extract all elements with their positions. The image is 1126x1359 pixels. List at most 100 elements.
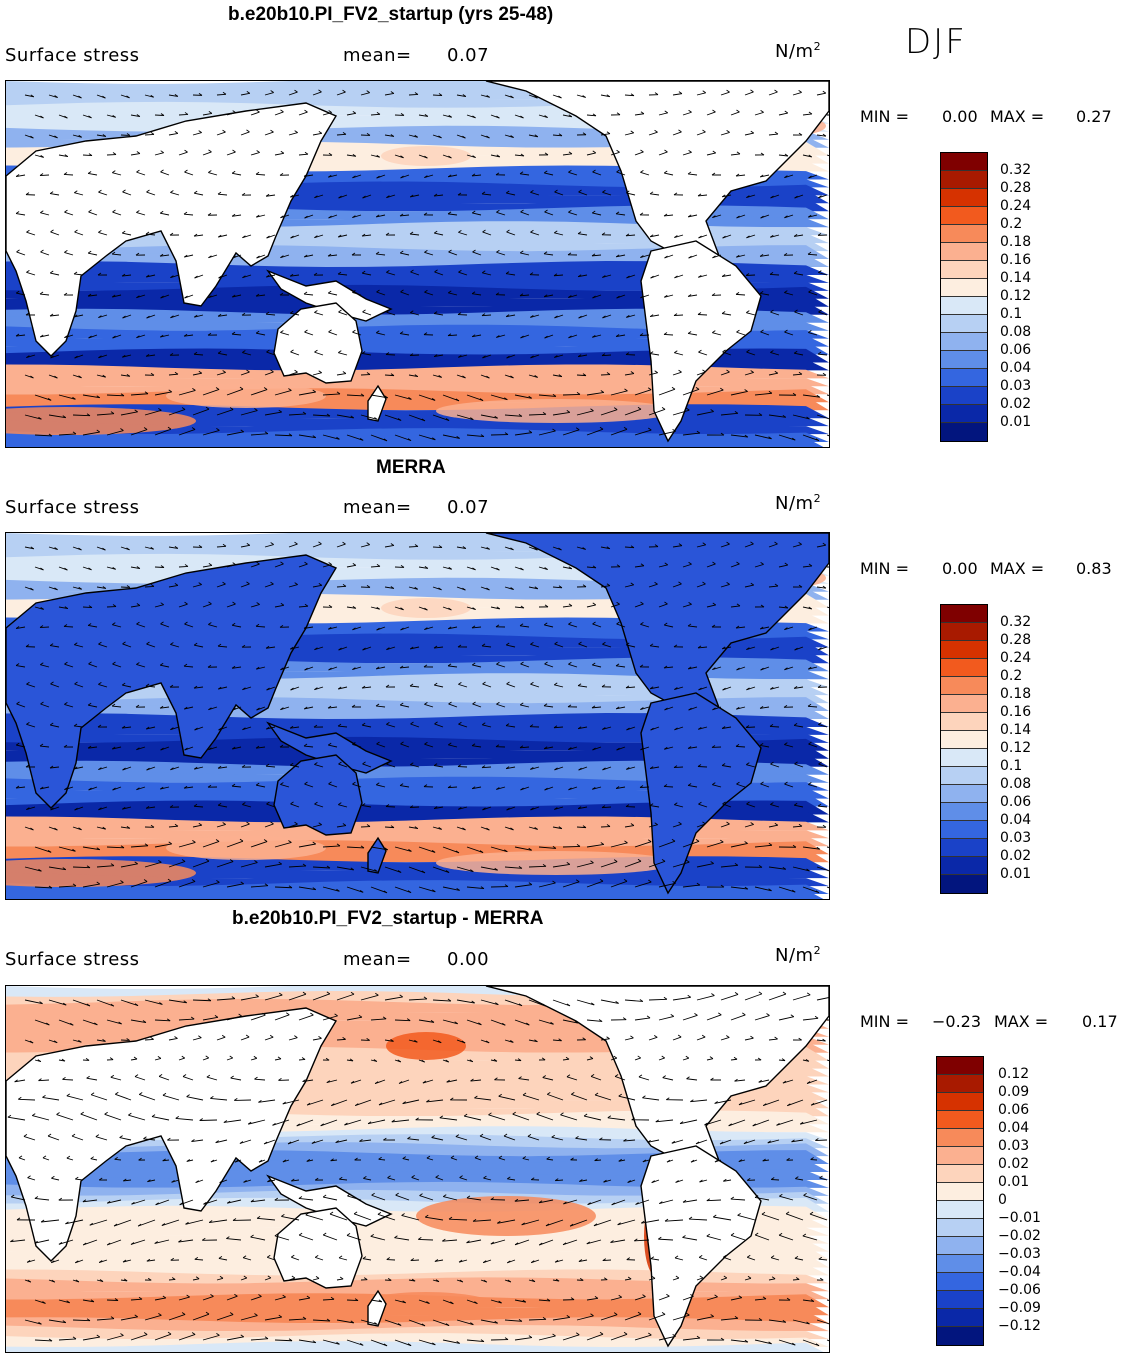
stress-vector xyxy=(240,544,250,548)
stress-vector-head xyxy=(746,1254,751,1258)
colorbar-swatch xyxy=(937,1219,983,1237)
stress-vector-head xyxy=(802,1233,807,1237)
panel-3-units: N/m2 xyxy=(775,944,822,966)
stress-vector-head xyxy=(818,761,822,765)
stress-vector-head xyxy=(504,397,508,401)
stress-vector xyxy=(547,1093,564,1101)
stress-vector-head xyxy=(74,355,78,359)
stress-vector-head xyxy=(639,999,644,1002)
stress-vector xyxy=(768,824,778,828)
stress-vector-head xyxy=(280,782,284,785)
stress-vector-head xyxy=(102,547,106,551)
stress-vector xyxy=(256,294,266,297)
stress-vector-head xyxy=(313,724,318,728)
stress-vector xyxy=(290,351,300,356)
stress-vector-head xyxy=(264,431,269,435)
stress-vector-head xyxy=(231,665,236,669)
stress-vector-head xyxy=(255,293,260,297)
stress-vector-head xyxy=(86,865,91,869)
stress-vector xyxy=(34,434,52,437)
stress-vector-head xyxy=(169,352,174,356)
stress-vector xyxy=(146,191,156,196)
stress-vector-head xyxy=(205,1311,210,1315)
stress-vector xyxy=(778,1339,796,1346)
stress-vector-head xyxy=(496,209,500,213)
stress-vector-head xyxy=(615,211,620,215)
stress-vector-head xyxy=(462,587,466,591)
stress-vector-head xyxy=(49,722,54,726)
stress-vector xyxy=(34,1019,50,1026)
stress-vector-head xyxy=(485,1040,490,1044)
stress-vector-head xyxy=(601,805,606,809)
stress-vector-head xyxy=(568,787,572,791)
stress-vector-head xyxy=(338,802,342,806)
stress-vector xyxy=(48,414,66,419)
stress-vector-head xyxy=(399,213,404,217)
stress-vector-head xyxy=(143,879,148,882)
stress-vector xyxy=(586,566,597,569)
stress-vector xyxy=(370,606,380,610)
stress-vector-head xyxy=(48,433,53,437)
stress-vector xyxy=(447,786,458,789)
stress-vector xyxy=(719,1139,732,1145)
stress-vector-head xyxy=(342,371,347,374)
stress-vector xyxy=(58,1239,74,1245)
stress-vector-head xyxy=(50,681,54,685)
stress-vector-head xyxy=(342,823,347,826)
stress-vector-head xyxy=(544,335,548,339)
stress-vector xyxy=(792,414,810,420)
stress-vector xyxy=(370,394,388,399)
stress-vector-head xyxy=(534,375,538,378)
stress-vector-head xyxy=(62,867,67,871)
stress-vector-head xyxy=(205,406,210,410)
stress-vector-head xyxy=(737,1212,741,1216)
stress-vector-head xyxy=(455,1134,460,1137)
colorbar-swatch xyxy=(941,677,987,695)
stress-vector xyxy=(648,860,666,868)
stress-vector-head xyxy=(231,783,236,787)
stress-vector-head xyxy=(803,1193,807,1196)
stress-vector-head xyxy=(582,584,587,588)
stress-vector xyxy=(274,1235,290,1241)
stress-vector-head xyxy=(808,741,812,745)
stress-vector-head xyxy=(746,687,750,691)
stress-vector xyxy=(168,546,178,549)
stress-vector-head xyxy=(630,545,635,549)
stress-vector xyxy=(274,152,284,156)
stress-vector xyxy=(136,664,146,668)
panel-2-colorbar xyxy=(940,604,988,894)
stress-vector-head xyxy=(798,371,803,375)
stress-vector-head xyxy=(270,821,274,825)
stress-vector-head xyxy=(375,703,380,707)
stress-vector-head xyxy=(366,372,371,375)
stress-vector xyxy=(737,1214,756,1221)
stress-vector xyxy=(722,726,732,729)
colorbar-swatch xyxy=(941,803,987,821)
stress-vector-head xyxy=(730,1196,735,1200)
stress-vector-head xyxy=(481,191,486,195)
stress-vector xyxy=(288,1318,307,1321)
stress-vector xyxy=(663,334,674,336)
stress-vectors xyxy=(15,541,829,894)
stress-vector-head xyxy=(217,802,222,806)
stress-vector xyxy=(194,644,204,648)
stress-vector-head xyxy=(255,623,260,627)
stress-vector xyxy=(240,92,250,96)
stress-vector-head xyxy=(575,879,580,883)
stress-vector-head xyxy=(762,1158,766,1162)
stress-vector xyxy=(288,823,298,828)
stress-vector-head xyxy=(530,767,534,770)
stress-vector-head xyxy=(241,312,246,316)
stress-vector-head xyxy=(616,112,621,116)
stress-vector xyxy=(514,1019,530,1026)
stress-vector-head xyxy=(131,1201,135,1205)
stress-vector-head xyxy=(102,826,106,830)
stress-vector-head xyxy=(446,1079,450,1083)
stress-vector-head xyxy=(253,1055,258,1059)
stress-vector-head xyxy=(230,1075,234,1079)
colorbar-swatch xyxy=(941,387,987,405)
stress-vector-head xyxy=(118,1021,122,1025)
stress-vector xyxy=(481,766,492,769)
stress-vector-head xyxy=(167,1137,171,1141)
stress-vector xyxy=(394,394,412,400)
